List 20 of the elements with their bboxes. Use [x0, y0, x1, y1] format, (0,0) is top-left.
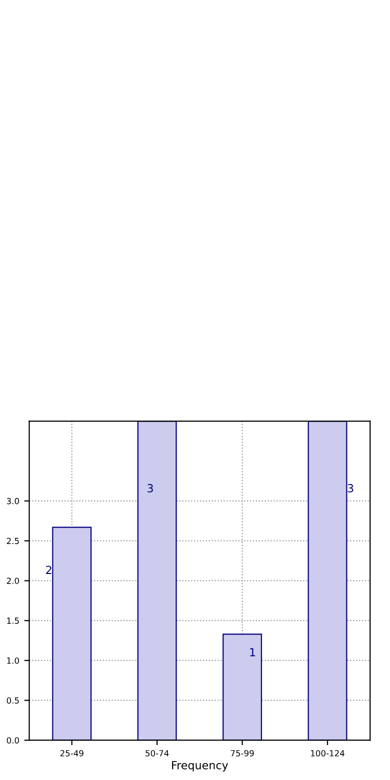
- x-axis-title: Frequency: [172, 761, 228, 772]
- annotation: 1: [250, 648, 256, 656]
- bar: [137, 421, 177, 740]
- x-tick-label: 50-74: [146, 750, 169, 756]
- x-tick-label: 100-124: [311, 750, 344, 756]
- x-tick-label: 25-49: [60, 750, 84, 756]
- y-tick-label: 0.0: [6, 737, 19, 744]
- y-tick-label: 3.0: [6, 498, 19, 504]
- bar: [52, 526, 92, 740]
- y-tick-label: 2.0: [6, 578, 19, 584]
- y-tick-label: 0.5: [6, 697, 19, 704]
- bar: [308, 421, 348, 740]
- annotation: 2: [46, 566, 52, 574]
- annotation: 3: [148, 484, 153, 492]
- bar: [222, 634, 262, 740]
- y-tick-label: 2.5: [6, 538, 19, 544]
- annotation: 3: [348, 484, 354, 492]
- y-tick-label: 1.0: [7, 657, 19, 664]
- x-tick-label: 75-99: [230, 750, 254, 756]
- y-tick-label: 1.5: [7, 618, 19, 624]
